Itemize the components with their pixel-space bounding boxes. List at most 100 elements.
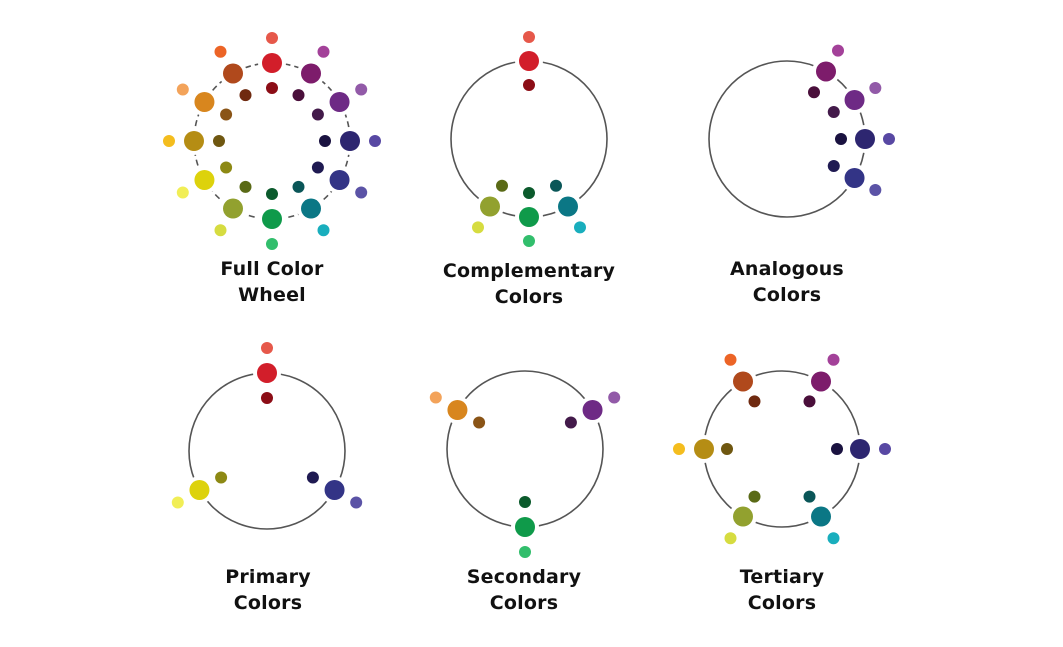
tint-dot <box>266 32 278 44</box>
title-line: Tertiary <box>739 566 825 588</box>
swatch-green <box>515 187 543 247</box>
swatch-violet <box>827 82 882 118</box>
tint-dot <box>429 391 442 404</box>
swatch-blue-violet <box>319 127 381 155</box>
shade-dot <box>748 395 761 408</box>
swatch-violet <box>564 391 621 429</box>
tint-dot <box>355 83 368 96</box>
swatch-blue <box>306 471 363 509</box>
swatch-yellow <box>171 471 228 509</box>
base-dot <box>189 480 210 500</box>
tint-dot <box>832 44 844 57</box>
shade-dot <box>213 135 225 147</box>
title-analogous-colors: Analogous Colors <box>667 256 907 308</box>
tint-dot <box>355 186 368 199</box>
base-dot <box>582 400 603 420</box>
swatch-blue-green <box>550 179 586 234</box>
base-dot <box>844 90 865 110</box>
swatch-red-orange <box>724 353 761 408</box>
shade-dot <box>311 108 324 121</box>
panel-full-color-wheel <box>163 32 381 250</box>
title-line: Secondary <box>466 566 582 588</box>
base-dot <box>816 61 836 82</box>
base-dot <box>262 53 282 73</box>
base-dot <box>329 170 350 190</box>
base-dot <box>194 170 215 190</box>
shade-dot <box>523 187 535 199</box>
swatch-blue <box>311 161 368 199</box>
shade-dot <box>827 106 840 118</box>
tint-dot <box>171 496 184 509</box>
swatch-red <box>515 31 543 91</box>
base-dot <box>733 371 753 392</box>
tint-dot <box>519 546 531 558</box>
title-primary-colors: Primary Colors <box>148 564 388 616</box>
base-dot <box>811 506 831 527</box>
swatch-red-violet <box>292 45 330 102</box>
base-dot <box>480 196 500 217</box>
base-dot <box>301 63 321 84</box>
panel-secondary-colors <box>429 370 621 558</box>
tint-dot <box>176 83 189 96</box>
shade-dot <box>564 416 577 429</box>
tint-dot <box>317 224 330 237</box>
shade-dot <box>215 471 228 484</box>
shade-dot <box>266 82 278 94</box>
swatch-yellow-orange <box>163 127 225 155</box>
base-dot <box>194 92 215 112</box>
swatch-blue-violet <box>835 125 895 153</box>
tint-dot <box>214 45 227 58</box>
swatch-red-violet <box>808 44 844 99</box>
swatch-red <box>258 32 286 94</box>
tint-dot <box>869 184 882 196</box>
base-dot <box>447 400 468 420</box>
swatch-yellow-green <box>472 179 508 234</box>
title-complementary-colors: Complementary Colors <box>409 258 649 310</box>
base-dot <box>515 517 535 537</box>
shade-dot <box>831 443 843 455</box>
base-dot <box>257 363 277 383</box>
tint-dot <box>261 342 273 354</box>
tint-dot <box>608 391 621 404</box>
base-dot <box>223 198 243 219</box>
title-line: Full Color <box>220 258 324 280</box>
tint-dot <box>574 221 586 234</box>
title-line: Complementary <box>442 260 616 282</box>
title-line: Colors <box>233 592 303 614</box>
panel-complementary-colors <box>450 31 608 247</box>
swatch-blue-green <box>803 490 840 545</box>
title-line: Colors <box>747 592 817 614</box>
base-dot <box>855 129 875 149</box>
base-dot <box>811 371 831 392</box>
shade-dot <box>239 180 252 193</box>
tint-dot <box>266 238 278 250</box>
swatch-green <box>258 188 286 250</box>
panel-analogous-colors <box>708 44 895 218</box>
tint-dot <box>176 186 189 199</box>
title-secondary-colors: Secondary Colors <box>404 564 644 616</box>
shade-dot <box>239 89 252 102</box>
base-dot <box>850 439 870 459</box>
base-dot <box>223 63 243 84</box>
swatch-red <box>253 342 281 404</box>
tint-dot <box>317 45 330 58</box>
tint-dot <box>883 133 895 145</box>
swatch-orange <box>429 391 486 429</box>
swatch-violet <box>311 83 368 121</box>
title-line: Colors <box>489 592 559 614</box>
shade-dot <box>808 86 820 99</box>
shade-dot <box>550 179 562 192</box>
base-dot <box>844 168 865 188</box>
shade-dot <box>721 443 733 455</box>
panel-primary-colors <box>171 342 363 530</box>
swatch-blue-green <box>292 180 330 237</box>
tint-dot <box>350 496 363 509</box>
swatch-yellow <box>176 161 233 199</box>
shade-dot <box>319 135 331 147</box>
shade-dot <box>311 161 324 174</box>
swatch-red-violet <box>803 353 840 408</box>
swatch-blue-violet <box>831 435 891 463</box>
shade-dot <box>523 79 535 91</box>
tint-dot <box>724 353 737 366</box>
title-line: Colors <box>494 286 564 308</box>
